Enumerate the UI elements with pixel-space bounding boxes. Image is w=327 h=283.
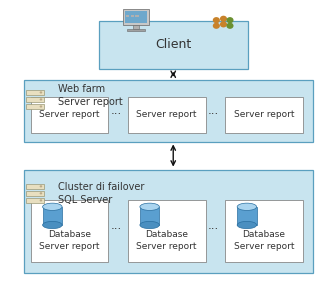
Circle shape bbox=[40, 185, 42, 187]
Text: Cluster di failover
SQL Server: Cluster di failover SQL Server bbox=[58, 182, 145, 205]
Text: Server report: Server report bbox=[136, 110, 197, 119]
Bar bbox=[127, 29, 145, 31]
Bar bbox=[125, 11, 146, 23]
Ellipse shape bbox=[226, 23, 233, 29]
Ellipse shape bbox=[43, 203, 62, 211]
Ellipse shape bbox=[237, 203, 257, 211]
Bar bbox=[225, 200, 303, 262]
Bar bbox=[128, 200, 206, 262]
Text: ···: ··· bbox=[208, 223, 219, 236]
Bar bbox=[43, 207, 62, 225]
Text: Web farm
Server report: Web farm Server report bbox=[58, 84, 123, 107]
Circle shape bbox=[40, 98, 42, 100]
Bar bbox=[140, 207, 159, 225]
Text: ···: ··· bbox=[111, 223, 122, 236]
Ellipse shape bbox=[237, 221, 257, 229]
Circle shape bbox=[40, 105, 42, 108]
Bar bbox=[26, 190, 43, 196]
Circle shape bbox=[40, 192, 42, 194]
Text: ···: ··· bbox=[208, 108, 219, 121]
Bar bbox=[126, 15, 129, 16]
Bar bbox=[24, 80, 313, 142]
Ellipse shape bbox=[220, 21, 227, 27]
Circle shape bbox=[220, 16, 227, 22]
Bar bbox=[26, 198, 43, 203]
Ellipse shape bbox=[140, 221, 159, 229]
Ellipse shape bbox=[213, 23, 220, 29]
Bar bbox=[26, 97, 43, 102]
Text: Database
Server report: Database Server report bbox=[136, 230, 197, 251]
Bar bbox=[128, 97, 206, 133]
Text: Server report: Server report bbox=[234, 110, 294, 119]
Text: Server report: Server report bbox=[39, 110, 100, 119]
Bar bbox=[133, 25, 139, 29]
Bar bbox=[131, 15, 134, 16]
Bar bbox=[123, 9, 149, 25]
Text: Client: Client bbox=[155, 38, 191, 51]
Bar bbox=[237, 207, 257, 225]
Bar bbox=[26, 184, 43, 189]
Circle shape bbox=[40, 199, 42, 201]
Bar bbox=[24, 170, 313, 273]
Bar bbox=[135, 15, 139, 16]
Text: Database
Server report: Database Server report bbox=[234, 230, 294, 251]
Circle shape bbox=[213, 17, 220, 23]
Bar bbox=[26, 104, 43, 109]
Bar bbox=[99, 21, 248, 69]
Ellipse shape bbox=[140, 203, 159, 211]
Ellipse shape bbox=[43, 221, 62, 229]
Bar bbox=[30, 97, 108, 133]
Bar bbox=[225, 97, 303, 133]
Bar bbox=[30, 200, 108, 262]
Bar bbox=[26, 90, 43, 95]
Text: ···: ··· bbox=[111, 108, 122, 121]
Circle shape bbox=[40, 91, 42, 94]
Circle shape bbox=[226, 17, 233, 23]
Text: Database
Server report: Database Server report bbox=[39, 230, 100, 251]
